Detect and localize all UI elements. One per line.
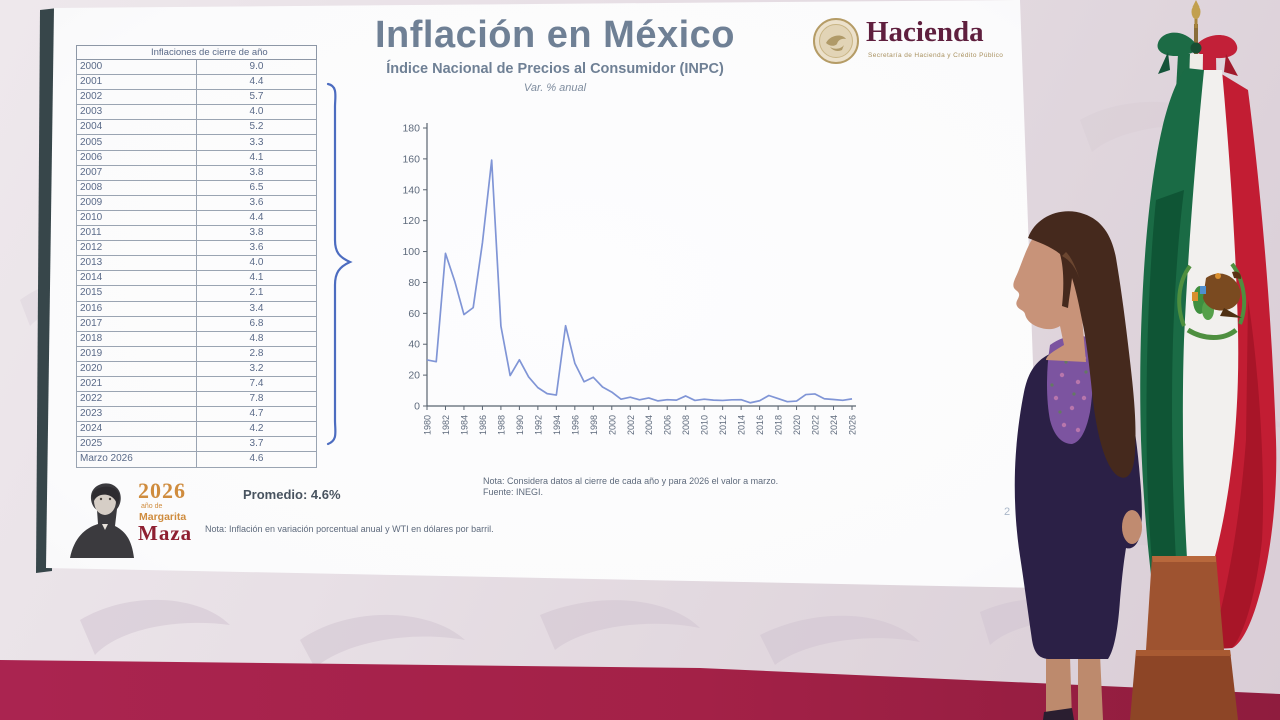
hacienda-caption: Secretaría de Hacienda y Crédito Público	[868, 52, 1004, 59]
ytick-label: 80	[408, 277, 420, 289]
table-row: Marzo 2026 4.6	[76, 451, 317, 468]
ytick-label: 60	[408, 308, 420, 320]
table-row: 2018 4.8	[76, 330, 317, 347]
table-row: 2025 3.7	[76, 436, 317, 453]
ytick-label: 140	[402, 184, 420, 196]
xtick-label: 1998	[589, 415, 599, 435]
xtick-label: 1994	[552, 415, 562, 435]
inflation-table: Inflaciones de cierre de año 2000 9.0 2001…	[76, 45, 317, 468]
xtick-label: 2016	[755, 415, 765, 435]
table-row: 2012 3.6	[76, 240, 317, 257]
maza-line2: Margarita	[139, 511, 187, 523]
page-number: 2	[1004, 506, 1011, 518]
xtick-label: 1984	[459, 415, 469, 435]
table-row: 2006 4.1	[76, 149, 317, 166]
inflation-table-header: Inflaciones de cierre de año	[76, 45, 317, 60]
xtick-label: 1986	[478, 415, 488, 435]
maza-logo: 2026 año de Margarita Maza	[62, 478, 222, 560]
table-row: 2021 7.4	[76, 375, 317, 393]
hacienda-wordmark: Hacienda	[866, 16, 984, 48]
chart-note: Nota: Considera datos al cierre de cada …	[483, 476, 853, 498]
xtick-label: 2008	[681, 415, 691, 435]
xtick-label: 1992	[533, 415, 543, 435]
maza-line1: año de	[141, 503, 163, 510]
inpc-chart: 0 20 40 60 80 100 120 140 160 180 1980 1982 1984 1986…	[402, 123, 858, 436]
table-row: 2002 5.7	[76, 89, 317, 106]
slide-title: Inflación en México	[374, 14, 736, 56]
table-row: 2008 6.5	[76, 179, 317, 196]
table-row: 2007 3.8	[76, 164, 317, 181]
xtick-label: 2006	[663, 415, 673, 435]
xtick-label: 1980	[423, 415, 433, 435]
xtick-label: 2004	[644, 415, 654, 435]
table-row: 2000 9.0	[76, 58, 317, 76]
maza-line3: Maza	[138, 521, 193, 545]
promedio-label: Promedio: 4.6%	[243, 487, 341, 502]
hacienda-logo: Hacienda Secretaría de Hacienda y Crédit…	[812, 16, 1022, 70]
table-brace	[326, 82, 353, 446]
table-row: 2009 3.6	[76, 194, 317, 211]
ytick-label: 100	[402, 246, 420, 258]
xtick-label: 2024	[829, 415, 839, 435]
xtick-label: 2000	[607, 415, 617, 435]
maza-portrait-icon	[70, 483, 134, 558]
xtick-label: 2002	[626, 415, 636, 435]
table-row: 2004 5.2	[76, 119, 317, 136]
table-row: 2020 3.2	[76, 360, 317, 377]
table-row: 2023 4.7	[76, 406, 317, 423]
inflation-line-series	[426, 159, 853, 404]
maza-year: 2026	[138, 478, 186, 503]
table-row: 2016 3.4	[76, 300, 317, 317]
inflation-table-body: 2000 9.0 2001 4.4 2002 5.7 2003 4.0 2004 5.2 2005 3…	[76, 58, 317, 468]
table-row: 2005 3.3	[76, 134, 317, 151]
ytick-label: 0	[414, 401, 420, 413]
table-row: 2001 4.4	[76, 74, 317, 91]
table-row: 2010 4.4	[76, 209, 317, 227]
xtick-label: 1982	[441, 415, 451, 435]
xtick-label: 2012	[718, 415, 728, 435]
table-row: 2015 2.1	[76, 285, 317, 302]
xtick-label: 2014	[737, 415, 747, 435]
slide-note-bottom: Nota: Inflación en variación porcentual …	[205, 524, 494, 534]
table-row: 2014 4.1	[76, 270, 317, 287]
table-row: 2011 3.8	[76, 225, 317, 242]
chart-source: Fuente: INEGI.	[483, 487, 544, 497]
xtick-label: 1996	[570, 415, 580, 435]
variation-label: Var. % anual	[523, 82, 587, 94]
ytick-label: 20	[408, 370, 420, 382]
slide-subtitle: Índice Nacional de Precios al Consumidor…	[386, 61, 724, 77]
ytick-label: 120	[402, 215, 420, 227]
xtick-label: 2022	[811, 415, 821, 435]
xtick-label: 1988	[496, 415, 506, 435]
table-row: 2024 4.2	[76, 421, 317, 438]
xtick-label: 1990	[515, 415, 525, 435]
table-row: 2003 4.0	[76, 104, 317, 121]
ytick-label: 160	[402, 153, 420, 165]
table-row: 2017 6.8	[76, 315, 317, 332]
xtick-label: 2026	[848, 415, 858, 435]
inflation-table-header-row: Inflaciones de cierre de año	[76, 45, 317, 60]
table-row: 2022 7.8	[76, 391, 317, 408]
table-row: 2013 4.0	[76, 255, 317, 272]
ytick-label: 180	[402, 123, 420, 135]
table-row: 2019 2.8	[76, 345, 317, 362]
chart-note-line1: Nota: Considera datos al cierre de cada …	[483, 476, 779, 486]
ytick-label: 40	[408, 339, 420, 351]
xtick-label: 2018	[774, 415, 784, 435]
hacienda-seal-icon	[813, 18, 859, 64]
xtick-label: 2010	[700, 415, 710, 435]
xtick-label: 2020	[792, 415, 802, 435]
